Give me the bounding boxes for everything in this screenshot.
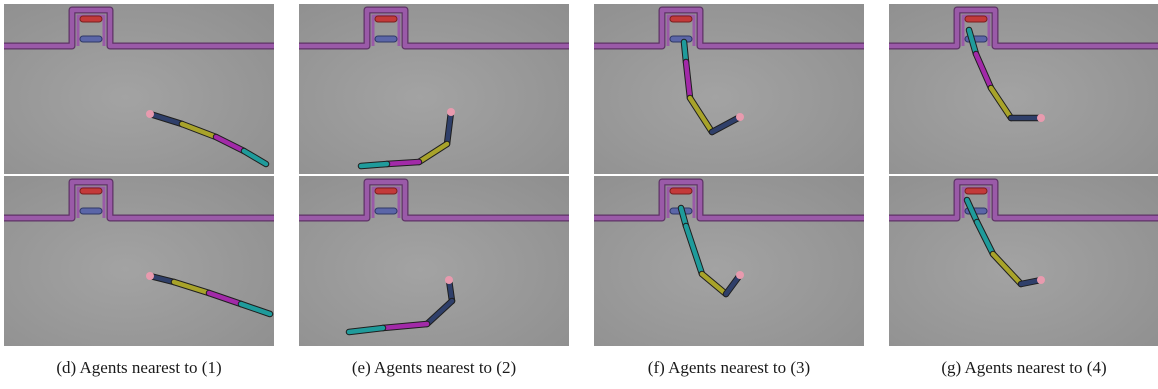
red-bar xyxy=(374,187,398,195)
base-joint xyxy=(1037,276,1045,284)
arm-segment xyxy=(358,161,390,169)
base-joint xyxy=(146,272,154,280)
simulation-render xyxy=(889,4,1158,174)
red-bar xyxy=(79,15,103,23)
simulation-render xyxy=(4,176,274,346)
simulation-frame xyxy=(4,176,274,346)
arm-segment xyxy=(213,134,247,154)
simulation-render xyxy=(299,176,569,346)
simulation-frame xyxy=(889,176,1158,346)
simulation-render xyxy=(299,4,569,174)
arm-segment xyxy=(683,59,693,101)
blue-bar xyxy=(79,207,103,215)
arm-segment xyxy=(966,27,979,57)
simulation-frame xyxy=(594,4,864,174)
arm-segment xyxy=(683,223,705,277)
red-bar xyxy=(964,15,988,23)
arm-segment xyxy=(147,111,185,127)
arm-segment xyxy=(699,271,729,297)
base-joint xyxy=(736,271,744,279)
simulation-render xyxy=(594,4,864,174)
base-joint xyxy=(447,108,455,116)
arm-segment xyxy=(346,325,386,335)
floor xyxy=(594,4,864,174)
blue-bar xyxy=(374,207,398,215)
wall xyxy=(299,7,569,49)
arm-segment xyxy=(241,148,269,167)
subfigure-caption: (d) Agents nearest to (1) xyxy=(56,358,222,377)
wall xyxy=(594,179,864,221)
arm-segment xyxy=(416,141,450,165)
arm-segment xyxy=(424,298,455,327)
red-bar xyxy=(79,187,103,195)
red-bar xyxy=(669,15,693,23)
agent-arm xyxy=(963,196,1045,288)
arm-segment xyxy=(380,321,430,331)
arm-segment xyxy=(974,219,996,257)
base-joint xyxy=(146,110,154,118)
arm-segment xyxy=(964,197,980,225)
arm-segment xyxy=(444,109,454,147)
simulation-frame xyxy=(299,4,569,174)
arm-segment xyxy=(990,251,1024,287)
red-bar xyxy=(669,187,693,195)
base-joint xyxy=(736,113,744,121)
agent-arm xyxy=(965,26,1045,122)
floor xyxy=(889,4,1158,174)
floor xyxy=(4,176,274,346)
floor xyxy=(889,176,1158,346)
base-joint xyxy=(445,276,453,284)
arm-segment xyxy=(709,114,743,135)
arm-segment xyxy=(687,95,715,135)
agent-arm xyxy=(146,110,270,168)
wall xyxy=(4,7,274,49)
arm-segment xyxy=(171,279,212,296)
simulation-render xyxy=(889,176,1158,346)
simulation-render xyxy=(594,176,864,346)
agent-arm xyxy=(146,272,274,318)
subfigure-caption: (g) Agents nearest to (4) xyxy=(941,358,1107,377)
simulation-frame xyxy=(594,176,864,346)
wall xyxy=(594,7,864,49)
subfigure-caption: (e) Agents nearest to (2) xyxy=(351,358,517,377)
simulation-frame xyxy=(889,4,1158,174)
agent-arm xyxy=(677,204,744,298)
subfigure-caption: (f) Agents nearest to (3) xyxy=(647,358,811,377)
red-bar xyxy=(374,15,398,23)
floor xyxy=(299,4,569,174)
wall xyxy=(889,179,1158,221)
simulation-render xyxy=(4,4,274,174)
red-bar xyxy=(964,187,988,195)
wall xyxy=(889,7,1158,49)
blue-bar xyxy=(79,35,103,43)
arm-segment xyxy=(973,51,994,91)
agent-arm xyxy=(345,276,456,336)
floor xyxy=(594,176,864,346)
simulation-frame xyxy=(4,4,274,174)
arm-segment xyxy=(988,85,1014,121)
simulation-frame xyxy=(299,176,569,346)
base-joint xyxy=(1037,114,1045,122)
wall xyxy=(4,179,274,221)
arm-segment xyxy=(384,159,422,167)
arm-segment xyxy=(179,121,219,140)
arm-segment xyxy=(206,290,244,307)
blue-bar xyxy=(374,35,398,43)
wall xyxy=(299,179,569,221)
arm-segment xyxy=(681,39,689,65)
agent-arm xyxy=(680,38,744,136)
arm-segment xyxy=(147,273,177,285)
agent-arm xyxy=(357,108,455,170)
arm-segment xyxy=(238,301,273,317)
